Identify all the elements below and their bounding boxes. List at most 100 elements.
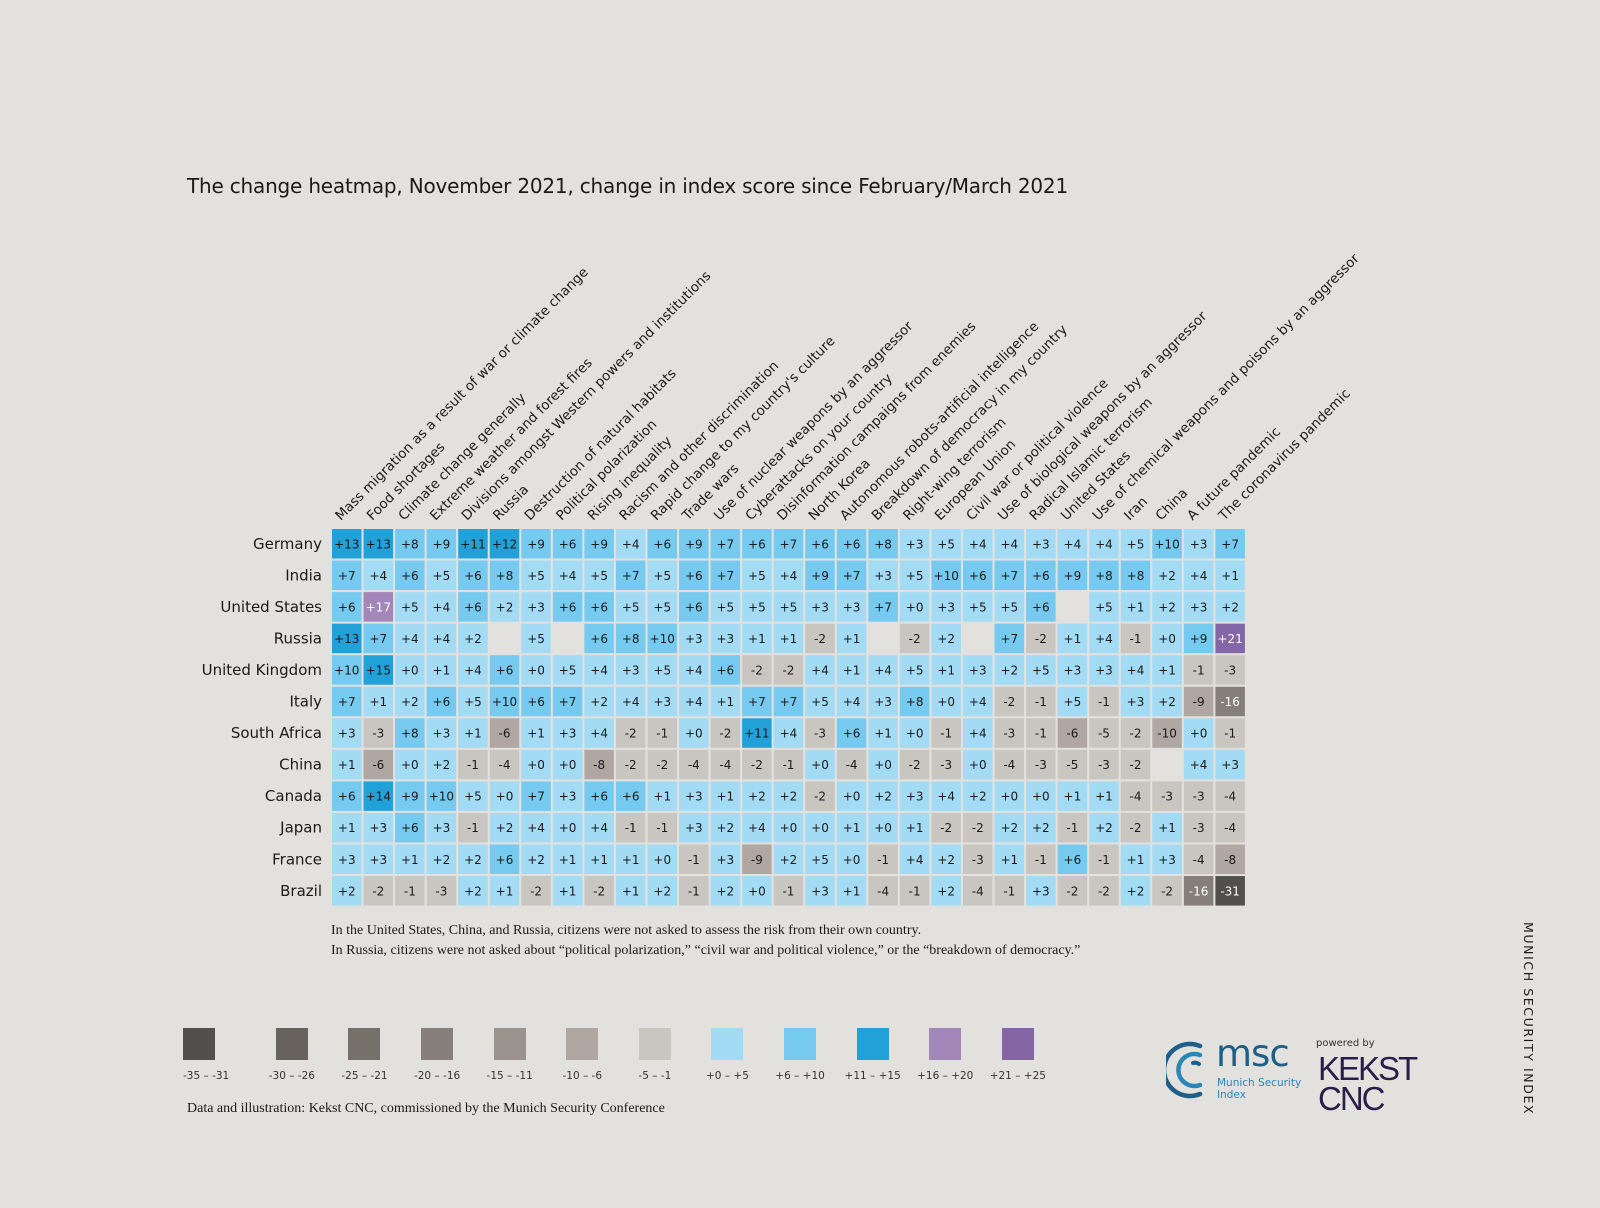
cell-value-label: +4 — [1127, 663, 1145, 677]
cell-value-label: +13 — [334, 537, 359, 551]
cell-value-label: +0 — [811, 821, 829, 835]
cell-value-label: -2 — [530, 884, 542, 898]
cell-value-label: -1 — [1098, 695, 1110, 709]
cell-value-label: +4 — [590, 727, 608, 741]
cell-value-label: +6 — [1032, 600, 1050, 614]
heatmap-cell — [489, 655, 520, 685]
cell-value-label: +0 — [527, 663, 545, 677]
cell-value-label: +2 — [653, 884, 671, 898]
cell-value-label: -3 — [372, 727, 384, 741]
heatmap-cell — [1120, 592, 1151, 622]
cell-value-label: +1 — [369, 695, 387, 709]
heatmap-cell — [1026, 623, 1056, 654]
heatmap-cell — [426, 781, 457, 811]
heatmap-cell — [868, 781, 898, 811]
cell-value-label: +6 — [433, 695, 451, 709]
cell-value-label: +3 — [685, 821, 703, 835]
heatmap-cell — [710, 812, 741, 843]
cell-value-label: +5 — [527, 569, 545, 583]
heatmap-cell — [710, 560, 741, 591]
heatmap-cell — [584, 592, 614, 622]
legend-item: +21 – +25 — [982, 1028, 1055, 1082]
cell-value-label: +8 — [1095, 569, 1113, 583]
cell-value-label: -3 — [1003, 727, 1015, 741]
cell-value-label: +3 — [559, 727, 577, 741]
heatmap-cell — [395, 749, 425, 780]
heatmap-cell — [1057, 781, 1088, 811]
heatmap-cell — [679, 560, 709, 591]
legend-swatch — [856, 1028, 889, 1060]
heatmap-cell — [963, 749, 993, 780]
cell-value-label: +1 — [716, 695, 734, 709]
cell-value-label: +1 — [843, 663, 861, 677]
cell-value-label: +1 — [433, 663, 451, 677]
legend-item: +16 – +20 — [909, 1028, 982, 1082]
cell-value-label: -2 — [814, 632, 826, 646]
cell-value-label: -2 — [909, 758, 921, 772]
cell-value-label: +5 — [1095, 600, 1113, 614]
heatmap-cell — [426, 844, 457, 874]
heatmap-cell — [458, 781, 488, 811]
heatmap-cell — [868, 844, 898, 874]
cell-value-label: +7 — [1000, 632, 1018, 646]
heatmap-cell — [489, 876, 520, 906]
cell-value-label: -4 — [1130, 790, 1142, 804]
heatmap-cell — [773, 844, 804, 874]
cell-value-label: +3 — [811, 600, 829, 614]
heatmap-cell — [426, 749, 457, 780]
legend-swatch — [493, 1028, 526, 1060]
row-labels: Germany India United States Russia United Ki… — [202, 535, 323, 900]
legend-swatch — [929, 1028, 962, 1060]
heatmap-cell — [1057, 812, 1088, 843]
cell-value-label: +14 — [366, 790, 391, 804]
heatmap-cell — [363, 781, 394, 811]
heatmap-cell — [710, 876, 741, 906]
cell-value-label: +3 — [716, 632, 734, 646]
row-label: Japan — [279, 819, 322, 837]
cell-value-label: -1 — [625, 821, 637, 835]
heatmap-cell — [1057, 844, 1088, 874]
cell-value-label: +0 — [685, 727, 703, 741]
heatmap-cell — [679, 749, 709, 780]
cell-value-label: -1 — [909, 884, 921, 898]
cell-value-label: +4 — [590, 663, 608, 677]
heatmap-cell — [742, 623, 772, 654]
cell-value-label: +4 — [464, 663, 482, 677]
heatmap-cell — [1026, 876, 1056, 906]
cell-value-label: +13 — [366, 537, 391, 551]
cell-value-label: -1 — [877, 853, 889, 867]
heatmap-cell — [458, 686, 488, 717]
heatmap-cell — [963, 876, 993, 906]
heatmap-cell — [773, 781, 804, 811]
cell-value-label: +7 — [748, 695, 766, 709]
heatmap-cell — [1152, 686, 1182, 717]
cell-value-label: +5 — [780, 600, 798, 614]
cell-value-label: +3 — [622, 663, 640, 677]
cell-value-label: -1 — [404, 884, 416, 898]
heatmap-cell — [868, 749, 898, 780]
cell-value-label: +0 — [1190, 727, 1208, 741]
heatmap-cell — [868, 592, 898, 622]
legend-swatch — [348, 1028, 381, 1060]
heatmap-cell — [584, 781, 614, 811]
heatmap-cell — [332, 812, 362, 843]
cell-value-label: +6 — [716, 663, 734, 677]
heatmap-cell — [552, 844, 583, 874]
cell-value-label: +1 — [1158, 663, 1176, 677]
heatmap-cell — [363, 655, 394, 685]
heatmap-cell — [994, 529, 1025, 559]
heatmap-cell — [615, 655, 646, 685]
cell-value-label: +8 — [906, 695, 924, 709]
cell-value-label: -1 — [1003, 884, 1015, 898]
cell-value-label: +3 — [1158, 853, 1176, 867]
heatmap-cell — [963, 844, 993, 874]
heatmap-cell — [931, 529, 961, 559]
legend-swatch — [566, 1028, 599, 1060]
heatmap-cell — [1183, 655, 1214, 685]
cell-value-label: -1 — [782, 884, 794, 898]
cell-value-label: +1 — [1064, 632, 1082, 646]
heatmap-cell — [1183, 844, 1214, 874]
cell-value-label: +0 — [843, 853, 861, 867]
heatmap-cell — [489, 812, 520, 843]
cell-value-label: +4 — [369, 569, 387, 583]
